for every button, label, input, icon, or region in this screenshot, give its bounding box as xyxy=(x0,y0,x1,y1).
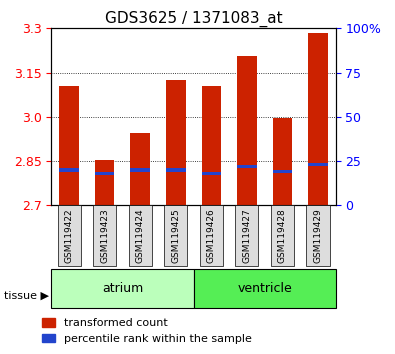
Bar xyxy=(166,80,186,205)
Text: GSM119424: GSM119424 xyxy=(136,208,145,263)
Bar xyxy=(273,170,292,173)
FancyBboxPatch shape xyxy=(51,269,194,308)
FancyBboxPatch shape xyxy=(58,205,81,266)
Bar xyxy=(95,160,115,205)
Bar xyxy=(201,172,221,175)
Text: GSM119428: GSM119428 xyxy=(278,208,287,263)
Text: GSM119426: GSM119426 xyxy=(207,208,216,263)
Bar xyxy=(166,168,186,172)
Bar xyxy=(201,86,221,205)
FancyBboxPatch shape xyxy=(271,205,294,266)
Bar xyxy=(308,163,328,166)
Title: GDS3625 / 1371083_at: GDS3625 / 1371083_at xyxy=(105,11,282,27)
FancyBboxPatch shape xyxy=(164,205,187,266)
Bar xyxy=(308,33,328,205)
Text: GSM119425: GSM119425 xyxy=(171,208,180,263)
Bar xyxy=(59,168,79,172)
Bar xyxy=(273,118,292,205)
Bar xyxy=(95,172,115,175)
Text: GSM119422: GSM119422 xyxy=(65,208,73,263)
FancyBboxPatch shape xyxy=(194,269,336,308)
Legend: transformed count, percentile rank within the sample: transformed count, percentile rank withi… xyxy=(37,314,256,348)
Text: ventricle: ventricle xyxy=(237,282,292,295)
Bar xyxy=(130,133,150,205)
Text: GSM119429: GSM119429 xyxy=(314,208,322,263)
Bar xyxy=(237,56,257,205)
FancyBboxPatch shape xyxy=(307,205,329,266)
FancyBboxPatch shape xyxy=(93,205,116,266)
FancyBboxPatch shape xyxy=(200,205,223,266)
Text: GSM119427: GSM119427 xyxy=(243,208,251,263)
FancyBboxPatch shape xyxy=(129,205,152,266)
Bar xyxy=(130,168,150,172)
Bar xyxy=(59,86,79,205)
Text: GSM119423: GSM119423 xyxy=(100,208,109,263)
Text: tissue ▶: tissue ▶ xyxy=(4,291,49,301)
Text: atrium: atrium xyxy=(102,282,143,295)
FancyBboxPatch shape xyxy=(235,205,258,266)
Bar xyxy=(237,165,257,168)
